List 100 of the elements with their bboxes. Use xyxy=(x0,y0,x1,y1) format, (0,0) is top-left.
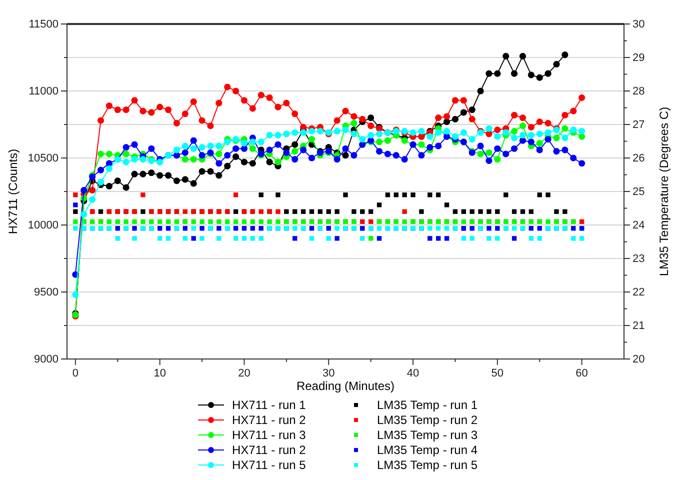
point xyxy=(284,209,289,214)
point xyxy=(156,104,164,110)
point xyxy=(360,209,365,214)
y2-tick-label: 30 xyxy=(632,18,645,31)
point xyxy=(334,209,340,214)
point xyxy=(368,209,374,214)
point xyxy=(114,106,121,114)
point xyxy=(546,192,550,198)
point xyxy=(98,209,104,214)
point xyxy=(443,118,450,126)
y2-tick-label: 21 xyxy=(632,320,645,332)
point xyxy=(460,97,467,104)
point xyxy=(240,158,248,166)
point xyxy=(326,209,331,214)
point xyxy=(224,84,231,90)
point xyxy=(300,124,307,130)
x-tick-label: 50 xyxy=(491,367,504,380)
legend-label: HX711 - run 2 xyxy=(232,413,306,427)
point xyxy=(276,192,280,198)
point xyxy=(570,108,577,114)
point xyxy=(478,209,483,214)
y2-tick-label: 27 xyxy=(632,119,645,132)
point xyxy=(452,116,458,122)
point xyxy=(519,114,526,122)
point xyxy=(207,168,214,175)
point xyxy=(562,52,568,58)
legend-label: HX711 - run 5 xyxy=(232,458,306,472)
point xyxy=(190,180,197,187)
legend-label: HX711 - run 2 xyxy=(232,443,306,457)
point xyxy=(477,88,484,94)
point xyxy=(502,52,510,60)
point xyxy=(173,120,180,126)
point xyxy=(198,168,206,175)
point xyxy=(385,192,390,198)
point xyxy=(266,158,273,166)
legend-label: LM35 Temp - run 4 xyxy=(377,443,478,457)
point xyxy=(131,170,138,178)
point xyxy=(266,94,273,101)
point xyxy=(528,72,534,78)
point xyxy=(468,116,476,122)
point xyxy=(224,162,231,170)
point xyxy=(402,192,407,198)
y-tick-label: 11000 xyxy=(28,86,58,98)
point xyxy=(461,209,466,214)
y-tick-label: 9000 xyxy=(34,354,58,366)
point xyxy=(511,112,518,118)
point xyxy=(258,192,264,198)
legend-label: LM35 Temp - run 2 xyxy=(377,413,478,427)
legend-label: LM35 Temp - run 3 xyxy=(377,428,478,442)
point xyxy=(537,192,542,198)
point xyxy=(140,108,146,114)
y2-tick-label: 26 xyxy=(632,152,645,165)
y2-tick-label: 20 xyxy=(632,354,645,366)
point xyxy=(292,141,298,148)
point xyxy=(173,177,180,184)
point xyxy=(164,172,172,179)
point xyxy=(207,122,214,130)
point xyxy=(536,118,543,126)
x-tick-label: 10 xyxy=(154,367,166,380)
point xyxy=(444,202,450,208)
point xyxy=(309,209,314,214)
point xyxy=(554,209,559,214)
point xyxy=(443,113,450,120)
point xyxy=(114,177,121,184)
point xyxy=(528,124,534,130)
point xyxy=(410,192,416,198)
point xyxy=(164,106,172,114)
x-tick-label: 40 xyxy=(406,367,420,380)
point xyxy=(249,160,256,167)
point xyxy=(460,109,467,116)
point xyxy=(97,117,104,124)
y2-tick-label: 29 xyxy=(632,52,645,64)
point xyxy=(249,105,256,112)
point xyxy=(452,209,458,214)
x-tick-label: 20 xyxy=(238,367,250,380)
point xyxy=(494,70,501,77)
point xyxy=(190,98,197,106)
point xyxy=(198,117,206,124)
point xyxy=(89,186,96,194)
point xyxy=(73,209,78,214)
point xyxy=(274,104,282,110)
point xyxy=(334,117,340,124)
point xyxy=(512,209,517,214)
x-tick-label: 0 xyxy=(72,367,78,380)
point xyxy=(350,113,358,120)
point xyxy=(470,209,474,214)
point xyxy=(352,209,356,214)
point xyxy=(452,97,458,104)
y2-axis-title: LM35 Temperature (Degrees C) xyxy=(657,106,671,276)
point xyxy=(436,192,441,198)
y2-tick-label: 24 xyxy=(632,220,645,232)
point xyxy=(156,172,164,179)
point xyxy=(486,209,492,214)
point xyxy=(240,97,248,104)
legend-label: HX711 - run 1 xyxy=(232,398,306,412)
point xyxy=(182,176,188,183)
point xyxy=(140,209,146,214)
point xyxy=(368,114,374,122)
point xyxy=(216,172,222,179)
point xyxy=(131,97,138,104)
